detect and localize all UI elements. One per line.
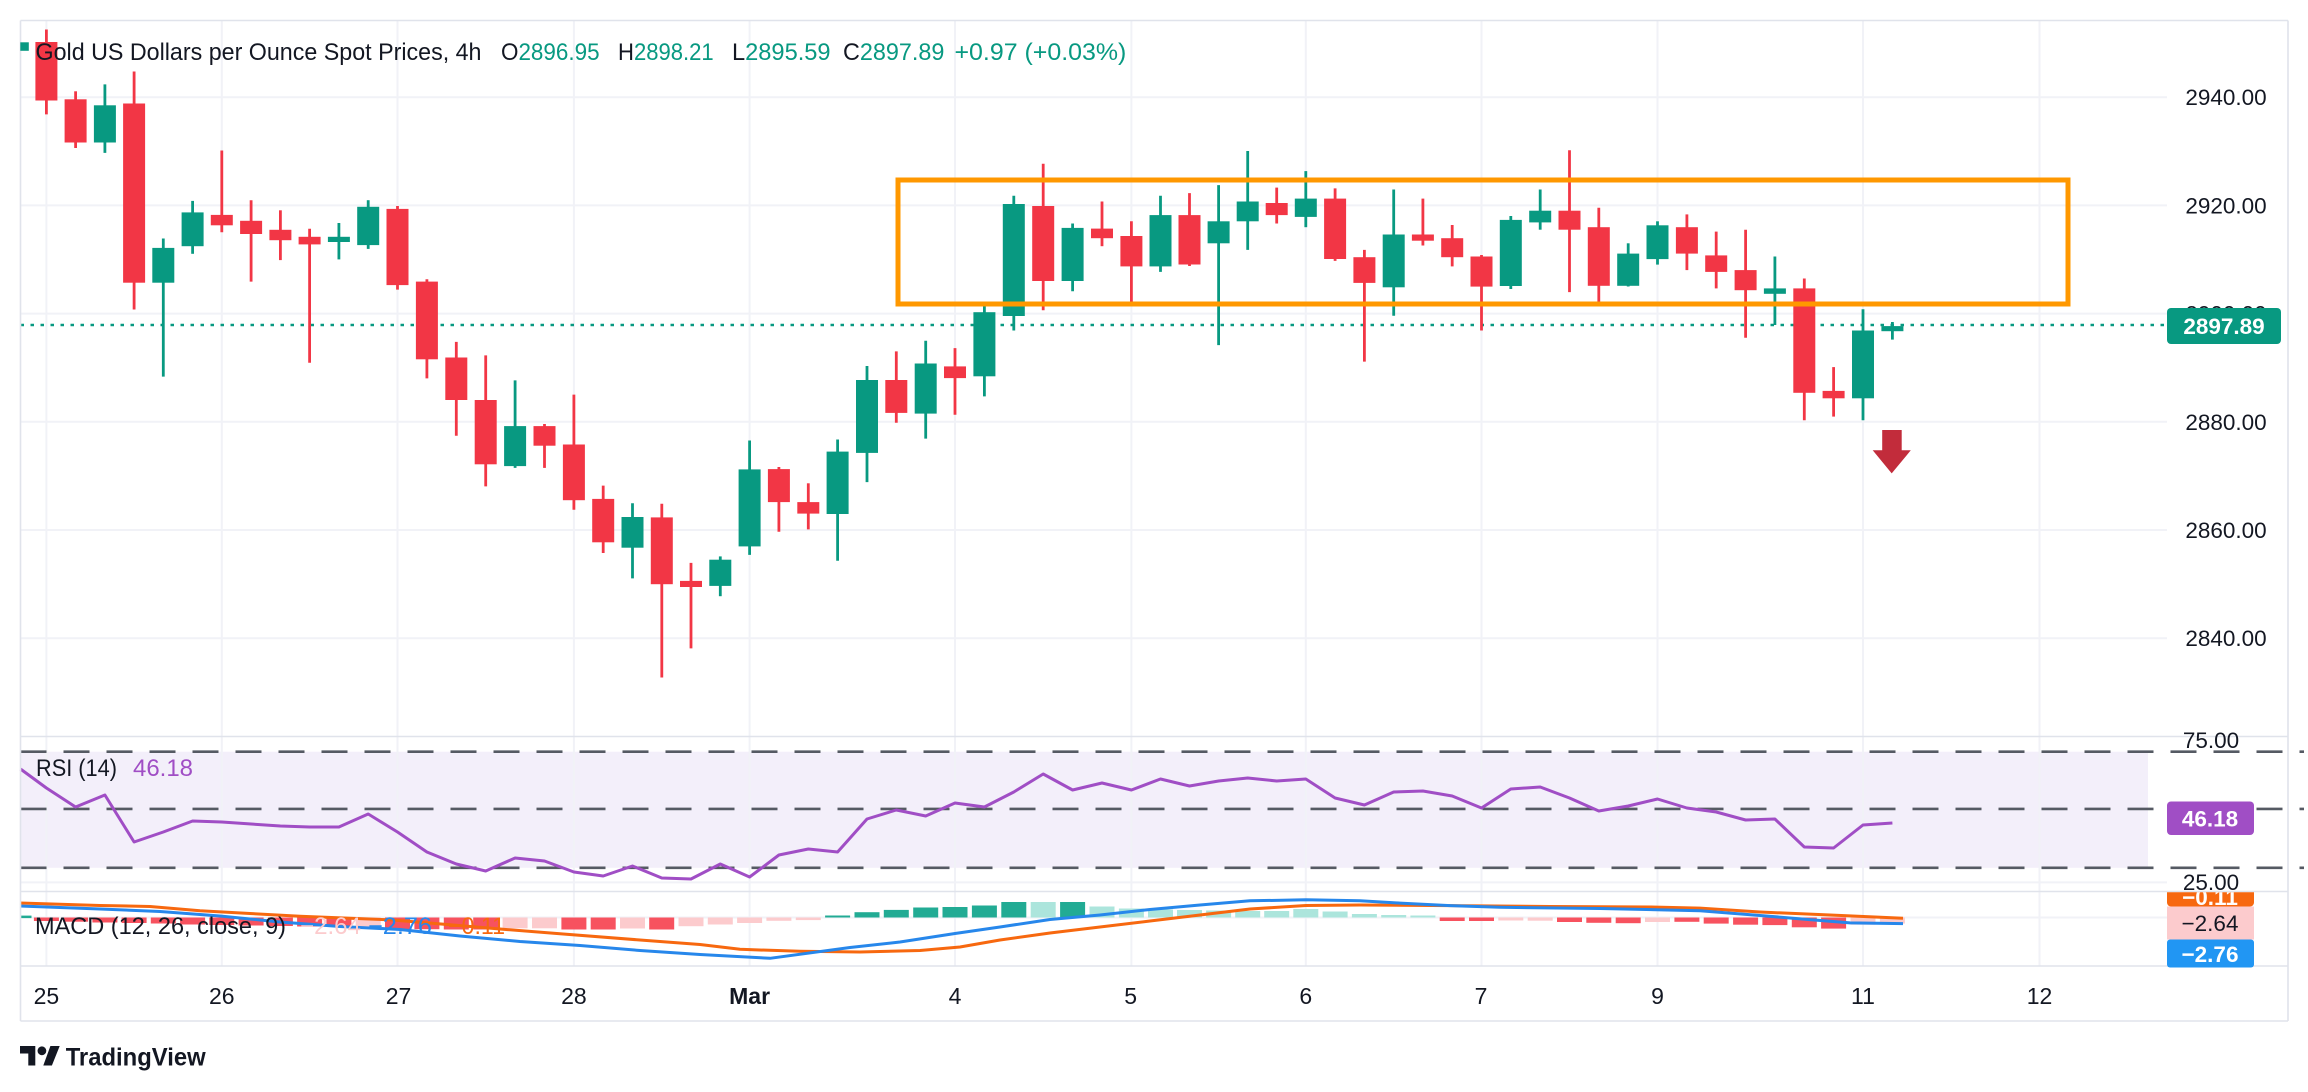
svg-text:46.18: 46.18: [133, 755, 193, 782]
svg-text:11: 11: [1851, 983, 1875, 1009]
svg-text:MACD (12, 26, close, 9): MACD (12, 26, close, 9): [35, 913, 286, 940]
svg-text:+0.97 (+0.03%): +0.97 (+0.03%): [955, 39, 1127, 66]
svg-text:C2897.89: C2897.89: [843, 39, 944, 66]
svg-text:2860.00: 2860.00: [2185, 518, 2266, 543]
svg-text:−2.64: −2.64: [300, 913, 361, 940]
svg-text:L2895.59: L2895.59: [732, 39, 831, 66]
svg-text:Gold US Dollars per Ounce Spot: Gold US Dollars per Ounce Spot Prices, 4…: [36, 39, 482, 66]
svg-text:2897.89: 2897.89: [2183, 314, 2264, 339]
svg-text:7: 7: [1475, 983, 1488, 1009]
svg-text:26: 26: [209, 983, 235, 1009]
svg-text:−2.64: −2.64: [2182, 911, 2239, 936]
svg-text:9: 9: [1651, 983, 1664, 1009]
svg-text:2840.00: 2840.00: [2185, 626, 2266, 651]
svg-text:75.00: 75.00: [2183, 728, 2239, 753]
svg-text:5: 5: [1124, 983, 1137, 1009]
svg-text:4: 4: [949, 983, 962, 1009]
svg-text:2940.00: 2940.00: [2185, 85, 2266, 110]
svg-text:2920.00: 2920.00: [2185, 193, 2266, 218]
svg-text:2880.00: 2880.00: [2185, 410, 2266, 435]
svg-text:6: 6: [1299, 983, 1312, 1009]
svg-text:−0.11: −0.11: [2182, 885, 2238, 910]
svg-text:O2896.95: O2896.95: [501, 39, 600, 66]
svg-text:Mar: Mar: [729, 983, 770, 1009]
svg-text:25.00: 25.00: [2183, 870, 2239, 895]
svg-text:RSI (14): RSI (14): [36, 755, 117, 782]
svg-text:28: 28: [561, 983, 587, 1009]
svg-text:H2898.21: H2898.21: [618, 39, 714, 66]
svg-text:−2.76: −2.76: [2182, 942, 2239, 967]
svg-text:−0.11: −0.11: [448, 913, 505, 940]
svg-text:−2.76: −2.76: [368, 913, 432, 940]
svg-text:46.18: 46.18: [2182, 807, 2238, 832]
svg-text:TradingView: TradingView: [66, 1044, 207, 1072]
svg-text:12: 12: [2027, 983, 2053, 1009]
svg-text:27: 27: [386, 983, 412, 1009]
svg-text:25: 25: [34, 983, 60, 1009]
